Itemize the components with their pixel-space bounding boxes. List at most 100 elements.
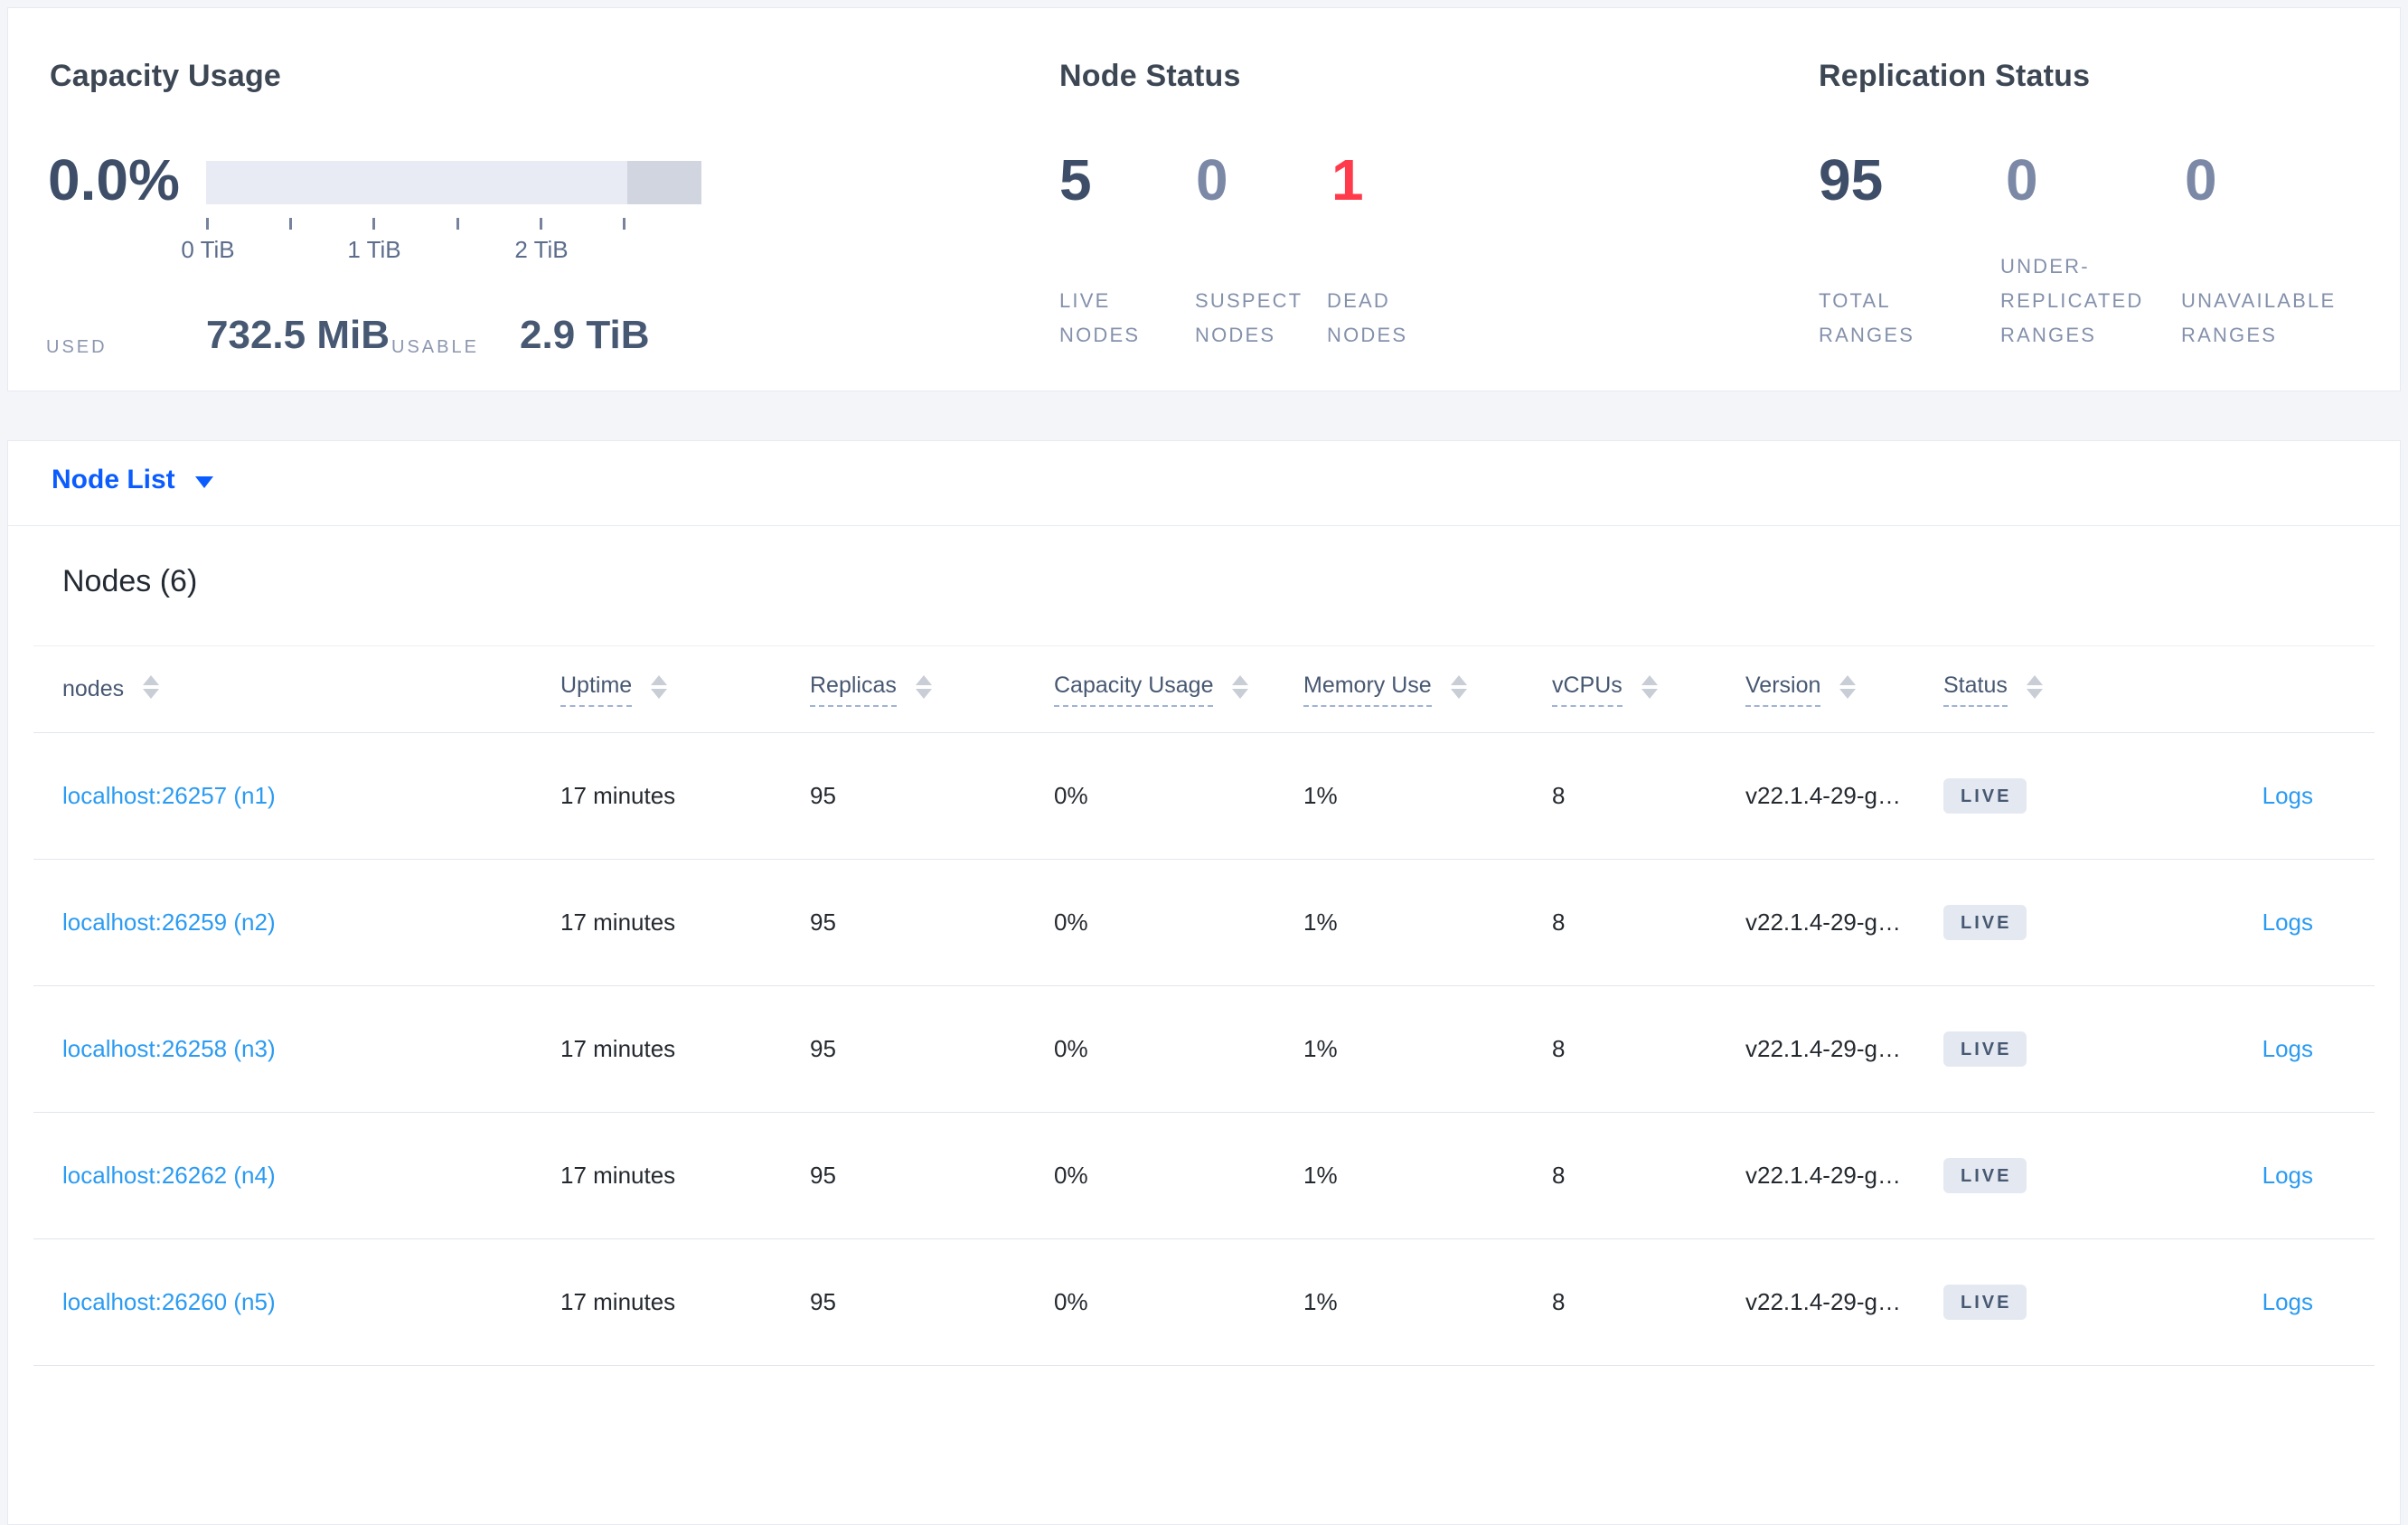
table-header-row: nodes Uptime Replicas Capacity Usage [33,645,2375,733]
cell-uptime: 17 minutes [560,1162,676,1189]
cell-replicas: 95 [810,782,836,809]
cell-uptime: 17 minutes [560,782,676,809]
axis-tick [456,218,459,230]
nodes-table: nodes Uptime Replicas Capacity Usage [33,645,2375,1366]
cluster-summary-card: Capacity Usage 0.0% 0 TiB 1 TiB 2 TiB US… [7,7,2401,391]
under-replicated-ranges-label: UNDER- REPLICATED RANGES [2000,255,2144,346]
node-link[interactable]: localhost:26262 (n4) [62,1162,276,1189]
unavailable-ranges-count: 0 [2185,147,2217,212]
sort-icon [1839,674,1857,699]
used-label: USED [46,337,108,357]
suspect-nodes-count: 0 [1196,147,1228,212]
under-replicated-ranges-count: 0 [2006,147,2038,212]
column-header-logs [2153,646,2375,733]
status-badge: LIVE [1943,1031,2027,1067]
cell-version: v22.1.4-29-g… [1745,908,1901,936]
cell-uptime: 17 minutes [560,1035,676,1062]
cell-memory-use: 1% [1303,782,1338,809]
axis-tick [206,218,209,230]
cell-status: LIVE [1943,860,2153,986]
dead-nodes-label: DEAD NODES [1327,289,1408,346]
dead-nodes-count: 1 [1331,147,1364,212]
node-list-dropdown-label: Node List [52,465,175,494]
node-link[interactable]: localhost:26259 (n2) [62,908,276,936]
cell-node-address: localhost:26257 (n1) [33,733,560,860]
cell-status: LIVE [1943,733,2153,860]
cell-capacity-usage: 0% [1054,908,1088,936]
cell-version: v22.1.4-29-g… [1745,782,1901,809]
logs-link[interactable]: Logs [2262,908,2313,936]
sort-icon [1641,674,1658,699]
live-nodes-label: LIVE NODES [1059,289,1141,346]
node-list-dropdown[interactable]: Node List [52,465,213,495]
live-nodes-count: 5 [1059,147,1092,212]
cell-vcpus: 8 [1552,1288,1566,1315]
cell-memory-use: 1% [1303,1035,1338,1062]
logs-link[interactable]: Logs [2262,1035,2313,1062]
logs-link[interactable]: Logs [2262,782,2313,809]
cell-memory-use: 1% [1303,908,1338,936]
cell-logs: Logs [2153,1239,2375,1366]
capacity-bar-segment [626,161,701,204]
column-header-status[interactable]: Status [1943,646,2153,733]
nodes-heading: Nodes (6) [62,564,198,598]
usable-label: USABLE [391,337,479,357]
cell-vcpus: 8 [1552,1035,1566,1062]
cell-logs: Logs [2153,733,2375,860]
node-link[interactable]: localhost:26258 (n3) [62,1035,276,1062]
cell-node-address: localhost:26259 (n2) [33,860,560,986]
logs-link[interactable]: Logs [2262,1162,2313,1189]
cell-node-address: localhost:26258 (n3) [33,986,560,1113]
sort-icon [2026,674,2043,699]
column-header-nodes[interactable]: nodes [33,646,560,733]
cell-capacity-usage: 0% [1054,782,1088,809]
total-ranges-label: TOTAL RANGES [1819,289,1915,346]
cell-vcpus: 8 [1552,908,1566,936]
status-badge: LIVE [1943,905,2027,940]
cell-version: v22.1.4-29-g… [1745,1288,1901,1315]
logs-link[interactable]: Logs [2262,1288,2313,1315]
sort-icon [915,674,932,699]
cell-memory-use: 1% [1303,1288,1338,1315]
sort-icon [1450,674,1467,699]
axis-tick-label: 2 TiB [514,236,569,263]
column-header-vcpus[interactable]: vCPUs [1552,646,1745,733]
sort-icon [1232,674,1249,699]
cell-memory-use: 1% [1303,1162,1338,1189]
chevron-down-icon [194,475,213,488]
cell-version: v22.1.4-29-g… [1745,1035,1901,1062]
status-badge: LIVE [1943,778,2027,814]
cell-replicas: 95 [810,1035,836,1062]
table-row: localhost:26257 (n1) 17 minutes 95 0% 1%… [33,733,2375,860]
unavailable-ranges-label: UNAVAILABLE RANGES [2181,289,2337,346]
column-header-capacity-usage[interactable]: Capacity Usage [1054,646,1303,733]
cell-capacity-usage: 0% [1054,1162,1088,1189]
capacity-bar [206,161,701,204]
cell-uptime: 17 minutes [560,908,676,936]
cell-vcpus: 8 [1552,782,1566,809]
node-link[interactable]: localhost:26260 (n5) [62,1288,276,1315]
sort-icon [143,674,160,699]
node-link[interactable]: localhost:26257 (n1) [62,782,276,809]
column-header-uptime[interactable]: Uptime [560,646,810,733]
cell-replicas: 95 [810,1162,836,1189]
column-header-memory-use[interactable]: Memory Use [1303,646,1552,733]
axis-tick [540,218,542,230]
cell-status: LIVE [1943,986,2153,1113]
column-header-version[interactable]: Version [1745,646,1943,733]
usable-value: 2.9 TiB [520,313,650,357]
status-badge: LIVE [1943,1158,2027,1193]
view-selector-row: Node List [8,441,2400,526]
cell-logs: Logs [2153,986,2375,1113]
node-list-card: Node List Nodes (6) nodes Uptime [7,440,2401,1525]
capacity-usage-title: Capacity Usage [50,59,282,93]
status-badge: LIVE [1943,1285,2027,1320]
cell-vcpus: 8 [1552,1162,1566,1189]
table-row: localhost:26260 (n5) 17 minutes 95 0% 1%… [33,1239,2375,1366]
column-header-replicas[interactable]: Replicas [810,646,1054,733]
node-status-title: Node Status [1059,59,1241,93]
cell-node-address: localhost:26262 (n4) [33,1113,560,1239]
cell-capacity-usage: 0% [1054,1288,1088,1315]
suspect-nodes-label: SUSPECT NODES [1195,289,1303,346]
axis-tick [289,218,292,230]
